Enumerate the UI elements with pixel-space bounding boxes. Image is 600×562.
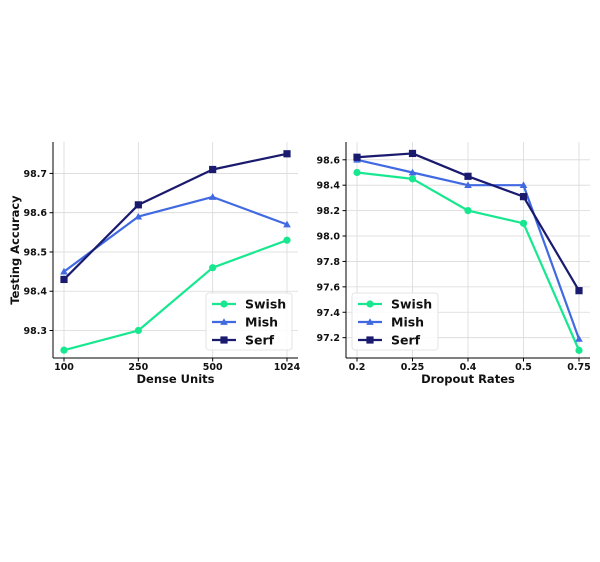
y-axis-label: Testing Accuracy xyxy=(8,195,22,305)
y-tick-label: 97.4 xyxy=(317,308,341,319)
data-point-mish xyxy=(408,168,417,176)
data-point-mish xyxy=(60,267,68,275)
y-tick-label: 98.6 xyxy=(24,208,48,219)
x-tick-label: 0.75 xyxy=(567,362,590,373)
data-point-serf xyxy=(353,153,361,161)
data-point-swish xyxy=(575,346,583,354)
data-point-swish xyxy=(60,346,68,354)
x-axis-label: Dense Units xyxy=(137,372,215,386)
data-point-swish xyxy=(283,236,291,244)
x-tick-label: 0.25 xyxy=(401,362,424,373)
x-tick-label: 100 xyxy=(54,362,74,373)
legend-box xyxy=(351,292,439,351)
legend-label-serf: Serf xyxy=(245,333,275,348)
legend-marker-serf xyxy=(366,336,374,344)
y-tick-label: 98.3 xyxy=(24,326,47,337)
legend-label-serf: Serf xyxy=(391,333,421,348)
x-axis-label: Dropout Rates xyxy=(421,372,515,386)
y-tick-label: 98.4 xyxy=(317,181,341,192)
legend-marker-mish xyxy=(366,318,374,325)
data-point-serf xyxy=(464,172,472,180)
y-tick-label: 98.5 xyxy=(24,247,47,258)
data-point-mish xyxy=(134,212,143,220)
dropout-rates-chart: 0.2 0.25 0.4 0.5 0.75 97.2 97.4 97.6 97.8 98.0 98.… xyxy=(317,142,591,386)
data-point-mish xyxy=(575,335,583,342)
data-point-serf xyxy=(519,193,528,201)
legend-marker-mish xyxy=(220,318,228,325)
legend-label-mish: Mish xyxy=(245,315,278,330)
y-tick-label: 98.0 xyxy=(317,232,341,243)
data-point-serf xyxy=(209,165,217,174)
y-tick-label: 98.2 xyxy=(317,206,340,217)
data-point-mish xyxy=(464,181,472,189)
y-tick-label: 97.6 xyxy=(317,282,341,293)
data-point-mish xyxy=(519,181,528,189)
x-tick-label: 0.4 xyxy=(460,362,477,373)
x-tick-label: 1024 xyxy=(274,362,301,373)
legend-marker-serf xyxy=(220,336,228,344)
data-point-swish xyxy=(464,207,472,215)
legend-box xyxy=(205,292,293,351)
data-point-serf xyxy=(283,150,291,158)
y-tick-label: 97.8 xyxy=(317,257,341,268)
series-line-swish xyxy=(63,239,288,352)
data-point-serf xyxy=(134,201,142,209)
data-point-mish xyxy=(208,193,217,200)
legend-marker-swish xyxy=(366,300,374,308)
y-tick-label: 97.2 xyxy=(317,333,340,344)
legend-label-swish: Swish xyxy=(391,297,432,312)
data-point-serf xyxy=(575,287,583,295)
y-tick-label: 98.6 xyxy=(317,155,341,166)
x-tick-label: 500 xyxy=(203,362,223,373)
dense-units-chart: 100 250 500 1024 98.3 98.4 98.5 98.6 98.7 Dense U… xyxy=(8,142,301,386)
y-tick-label: 98.7 xyxy=(24,169,47,180)
data-point-swish xyxy=(408,175,417,183)
legend-label-swish: Swish xyxy=(245,297,286,312)
data-point-serf xyxy=(60,275,68,284)
data-point-mish xyxy=(283,220,291,228)
x-tick-label: 0.2 xyxy=(349,362,366,373)
series-line-serf xyxy=(63,152,288,281)
data-point-serf xyxy=(408,149,417,158)
legend-label-mish: Mish xyxy=(391,315,424,330)
data-point-swish xyxy=(519,219,528,227)
legend-marker-swish xyxy=(220,300,228,308)
x-tick-label: 0.5 xyxy=(515,362,532,373)
data-point-swish xyxy=(353,168,361,177)
data-point-swish xyxy=(209,264,217,272)
x-tick-label: 250 xyxy=(128,362,148,373)
y-tick-label: 98.4 xyxy=(24,287,48,298)
data-point-swish xyxy=(134,326,142,335)
series-line-mish xyxy=(63,195,288,273)
